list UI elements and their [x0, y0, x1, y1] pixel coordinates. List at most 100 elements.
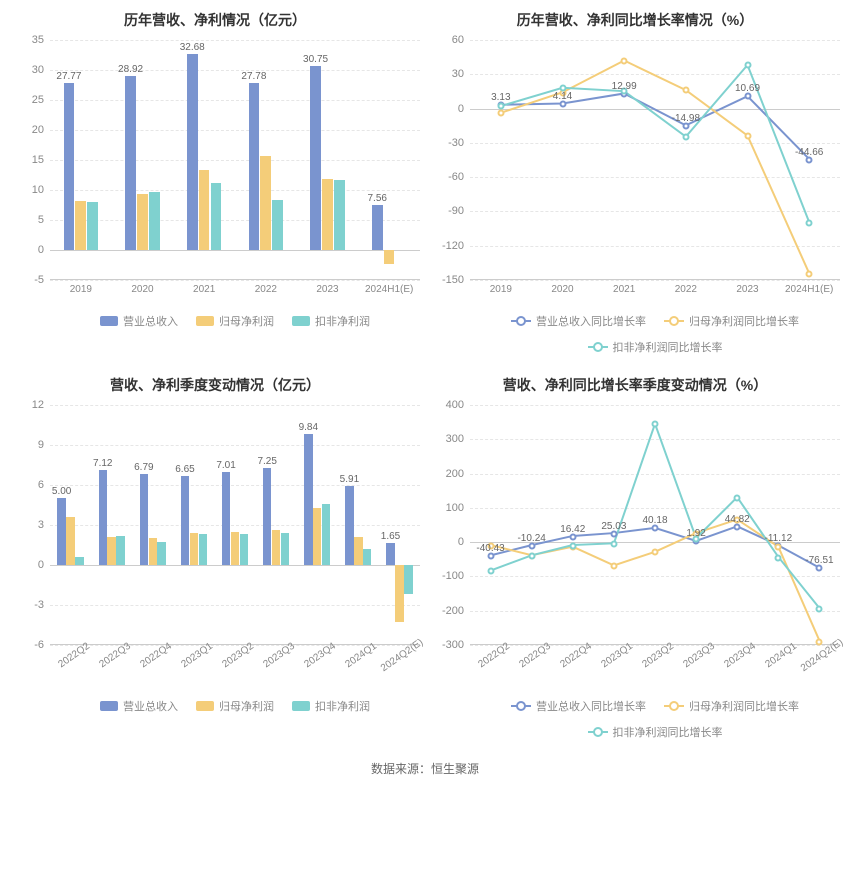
legend-item[interactable]: 扣非净利润: [292, 313, 370, 329]
legend-item[interactable]: 营业总收入同比增长率: [511, 698, 646, 714]
value-label: 44.82: [725, 514, 750, 525]
x-tick: 2023Q3: [262, 641, 297, 670]
chart-title: 历年营收、净利同比增长率情况（%）: [430, 10, 840, 30]
bar-group: 1.65: [379, 405, 420, 644]
y-tick: -300: [442, 639, 464, 651]
bar-group: 5.91: [338, 405, 379, 644]
bar-group: 6.65: [173, 405, 214, 644]
x-tick: 2022: [255, 284, 277, 295]
marker: [487, 568, 494, 575]
legend-swatch-bar: [100, 701, 118, 711]
marker: [806, 219, 813, 226]
c3-chart: 营收、净利季度变动情况（亿元）-6-30369125.007.126.796.6…: [10, 375, 420, 740]
bar: [386, 543, 394, 565]
y-tick: 20: [32, 124, 44, 136]
value-label: 5.00: [52, 486, 71, 497]
legend-item[interactable]: 扣非净利润: [292, 698, 370, 714]
y-tick: 6: [38, 479, 44, 491]
plot-area: 27.7728.9232.6827.7830.757.56: [50, 40, 420, 280]
value-label: 40.18: [642, 515, 667, 526]
value-label: 3.13: [491, 92, 510, 103]
marker: [497, 110, 504, 117]
bar: [231, 532, 239, 565]
bar: [395, 565, 403, 622]
value-label: 27.78: [241, 71, 266, 82]
marker: [816, 606, 823, 613]
bar: [125, 76, 136, 250]
x-tick: 2024Q1: [764, 641, 799, 670]
bar: [75, 201, 86, 250]
x-tick: 2024Q1: [344, 641, 379, 670]
value-label: -40.43: [476, 543, 504, 554]
marker: [744, 133, 751, 140]
data-source-footer: 数据来源：恒生聚源: [10, 760, 840, 777]
bar: [149, 192, 160, 250]
legend-item[interactable]: 归母净利润: [196, 313, 274, 329]
y-tick: 300: [446, 433, 464, 445]
legend-item[interactable]: 归母净利润: [196, 698, 274, 714]
value-label: 32.68: [180, 42, 205, 53]
bar: [157, 542, 165, 565]
legend-item[interactable]: 营业总收入同比增长率: [511, 313, 646, 329]
legend-item[interactable]: 扣非净利润同比增长率: [588, 339, 723, 355]
x-axis: 201920202021202220232024H1(E): [470, 280, 840, 295]
value-label: 9.84: [299, 422, 318, 433]
bar: [190, 533, 198, 565]
legend-label: 扣非净利润: [315, 698, 370, 714]
legend-item[interactable]: 归母净利润同比增长率: [664, 698, 799, 714]
legend-item[interactable]: 扣非净利润同比增长率: [588, 724, 723, 740]
c4-chart: 营收、净利同比增长率季度变动情况（%）-300-200-100010020030…: [430, 375, 840, 740]
value-label: -14.98: [672, 112, 700, 123]
legend-item[interactable]: 营业总收入: [100, 698, 178, 714]
bar: [199, 534, 207, 565]
legend-label: 营业总收入同比增长率: [536, 313, 646, 329]
legend-item[interactable]: 营业总收入: [100, 313, 178, 329]
y-axis: -505101520253035: [10, 40, 50, 280]
y-tick: 9: [38, 439, 44, 451]
plot-area: 3.134.1412.99-14.9810.69-44.66: [470, 40, 840, 280]
value-label: 7.25: [257, 456, 276, 467]
x-tick: 2019: [490, 284, 512, 295]
bar: [107, 537, 115, 565]
bar: [116, 536, 124, 565]
bar: [281, 533, 289, 565]
marker: [610, 540, 617, 547]
x-tick: 2023Q1: [179, 641, 214, 670]
bar: [249, 83, 260, 250]
y-tick: -30: [448, 137, 464, 149]
value-label: 12.99: [612, 81, 637, 92]
y-tick: 30: [32, 64, 44, 76]
marker: [621, 57, 628, 64]
bar-group: 30.75: [297, 40, 359, 279]
value-label: 1.92: [686, 528, 705, 539]
y-tick: 0: [38, 244, 44, 256]
marker: [682, 87, 689, 94]
bar-group: 7.12: [91, 405, 132, 644]
bar: [260, 156, 271, 250]
x-tick: 2022Q3: [517, 641, 552, 670]
bar: [272, 530, 280, 565]
y-tick: 400: [446, 399, 464, 411]
bar-group: 9.84: [297, 405, 338, 644]
x-tick: 2022Q4: [138, 641, 173, 670]
x-tick: 2020: [131, 284, 153, 295]
value-label: 7.01: [216, 460, 235, 471]
y-tick: 60: [452, 34, 464, 46]
y-tick: -120: [442, 240, 464, 252]
bar: [404, 565, 412, 594]
y-tick: -3: [34, 599, 44, 611]
value-label: 7.12: [93, 458, 112, 469]
plot-area: 5.00 7.12 6.79 6.657.01 7.25 9.84 5.91 1.65: [50, 405, 420, 645]
bar: [199, 170, 210, 250]
x-tick: 2023Q1: [599, 641, 634, 670]
value-label: 5.91: [340, 474, 359, 485]
y-tick: 0: [458, 536, 464, 548]
bar: [149, 538, 157, 565]
x-axis: 201920202021202220232024H1(E): [50, 280, 420, 295]
bar: [187, 54, 198, 250]
legend-item[interactable]: 归母净利润同比增长率: [664, 313, 799, 329]
bar: [272, 200, 283, 250]
bar: [304, 434, 312, 565]
x-tick: 2021: [193, 284, 215, 295]
value-label: 6.79: [134, 462, 153, 473]
